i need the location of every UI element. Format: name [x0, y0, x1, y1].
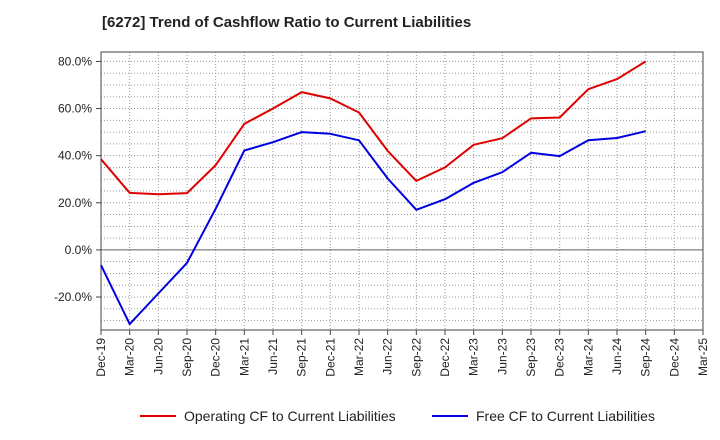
- y-tick-label: 80.0%: [58, 54, 92, 68]
- x-tick-label: Mar-21: [237, 338, 251, 376]
- x-tick-label: Dec-22: [438, 338, 452, 377]
- gridlines: [100, 52, 704, 330]
- x-tick-label: Dec-23: [553, 338, 567, 377]
- series-line-free-cf: [100, 130, 646, 326]
- x-tick-label: Jun-24: [610, 338, 624, 375]
- x-tick-label: Mar-25: [696, 338, 710, 376]
- legend: Operating CF to Current Liabilities Free…: [0, 406, 720, 426]
- x-tick-label: Dec-20: [209, 338, 223, 377]
- plot-frame: [100, 51, 704, 331]
- x-tick-label: Jun-21: [266, 338, 280, 375]
- legend-item-operating-cf: Operating CF to Current Liabilities: [140, 406, 396, 426]
- legend-label-operating-cf: Operating CF to Current Liabilities: [184, 408, 396, 424]
- x-tick-label: Mar-24: [581, 338, 595, 376]
- x-tick-label: Jun-23: [495, 338, 509, 375]
- series-lines: [100, 60, 647, 326]
- y-tick-label: 40.0%: [58, 149, 92, 163]
- legend-label-free-cf: Free CF to Current Liabilities: [476, 408, 655, 424]
- x-tick-label: Mar-22: [352, 338, 366, 376]
- x-tick-label: Dec-19: [94, 338, 108, 377]
- x-tick-label: Mar-23: [467, 338, 481, 376]
- x-tick-label: Dec-24: [667, 338, 681, 377]
- y-tick-label: 60.0%: [58, 102, 92, 116]
- series-line-operating-cf: [100, 60, 647, 196]
- x-tick-label: Dec-21: [323, 338, 337, 377]
- x-tick-label: Sep-24: [639, 338, 653, 377]
- x-tick-label: Mar-20: [123, 338, 137, 376]
- legend-swatch-operating-cf: [140, 415, 176, 417]
- x-tick-label: Sep-22: [409, 338, 423, 377]
- chart-title: [6272] Trend of Cashflow Ratio to Curren…: [102, 14, 472, 31]
- x-tick-label: Jun-20: [151, 338, 165, 375]
- y-tick-label: 20.0%: [58, 196, 92, 210]
- axes: [96, 51, 704, 335]
- x-tick-label: Sep-20: [180, 338, 194, 377]
- x-tick-label: Sep-23: [524, 338, 538, 377]
- y-tick-label: 0.0%: [65, 243, 93, 257]
- y-tick-label: -20.0%: [54, 290, 92, 304]
- x-tick-label: Sep-21: [295, 338, 309, 377]
- tick-labels: -20.0% 0.0% 20.0% 40.0% 60.0% 80.0% Dec-19 Mar-…: [54, 54, 710, 376]
- legend-swatch-free-cf: [432, 415, 468, 417]
- legend-item-free-cf: Free CF to Current Liabilities: [432, 406, 655, 426]
- x-tick-label: Jun-22: [381, 338, 395, 375]
